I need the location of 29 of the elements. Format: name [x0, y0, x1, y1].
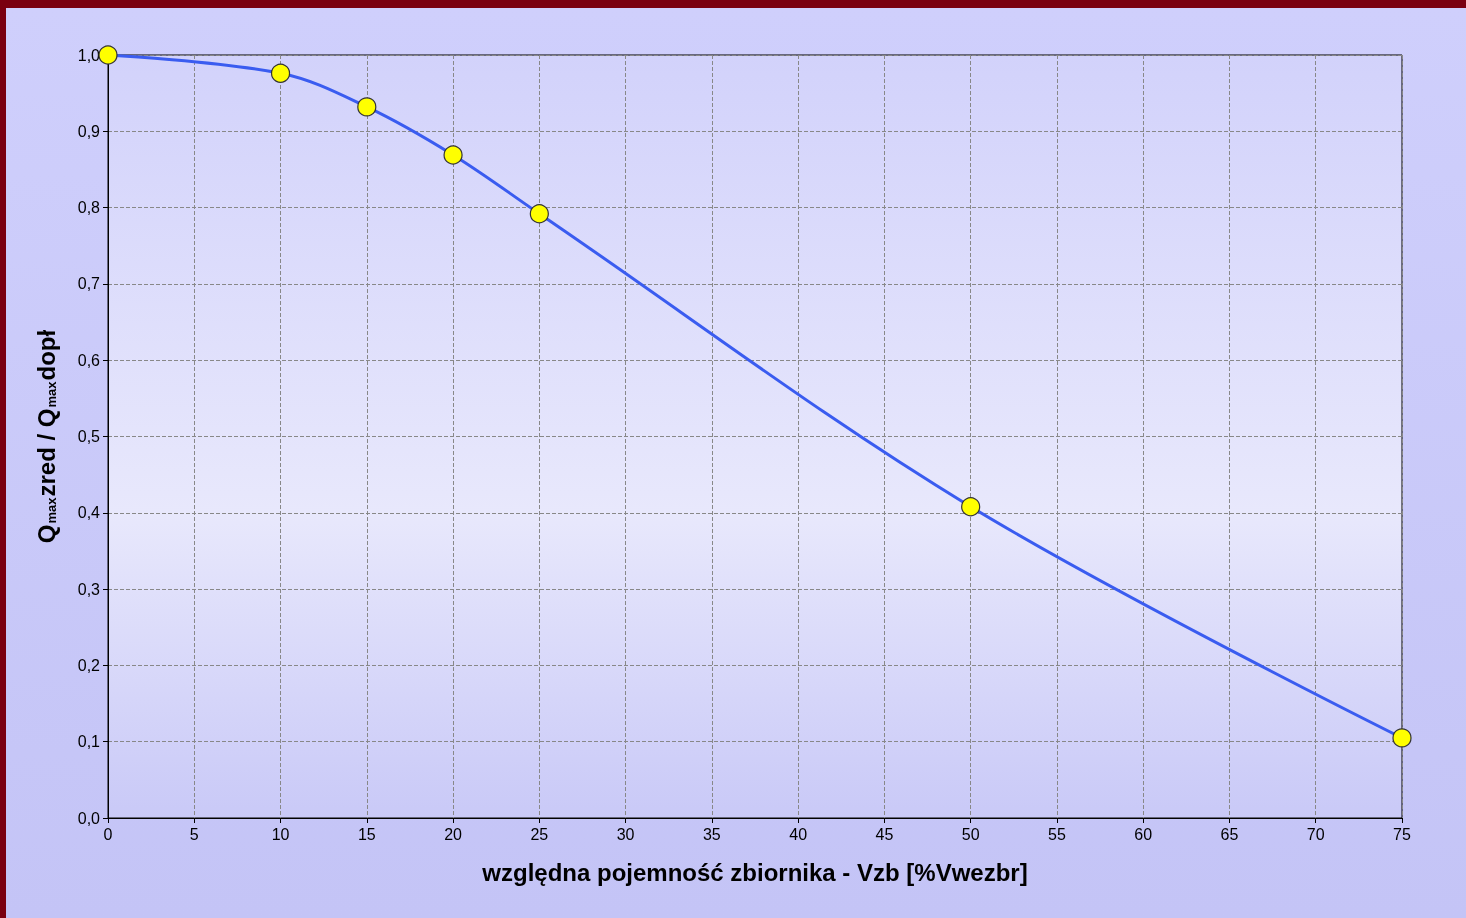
x-tick-label: 25	[530, 825, 549, 843]
x-tick-label: 0	[103, 825, 113, 843]
x-axis-title: względna pojemność zbiornika - Vzb [%Vwezbr]	[481, 858, 1028, 886]
x-tick-label: 15	[357, 825, 376, 843]
y-tick-label: 0,9	[77, 122, 101, 140]
y-tick-label: 0,2	[77, 656, 101, 674]
x-tick-label: 50	[961, 825, 980, 843]
x-tick-label: 70	[1306, 825, 1325, 843]
y-axis-title: Qmaxzred / Qmaxdopł	[32, 329, 60, 544]
x-tick-label: 40	[789, 825, 808, 843]
x-tick-label: 55	[1048, 825, 1066, 843]
y-tick-label: 0,4	[77, 504, 101, 522]
y-tick-label: 0,7	[77, 275, 101, 293]
x-tick-label: 20	[444, 825, 463, 843]
x-tick-label: 60	[1134, 825, 1153, 843]
y-tick-label: 0,0	[77, 809, 101, 827]
x-tick-label: 5	[189, 825, 199, 843]
y-tick-label: 0,8	[77, 199, 101, 217]
x-tick-label: 35	[702, 825, 721, 843]
y-tick-label: 0,6	[77, 351, 101, 369]
x-tick-label: 75	[1393, 825, 1411, 843]
y-tick-label: 0,3	[77, 580, 101, 598]
x-tick-label: 30	[616, 825, 635, 843]
y-tick-label: 1,0	[77, 46, 101, 64]
x-tick-label: 65	[1220, 825, 1239, 843]
x-tick-label: 10	[271, 825, 290, 843]
y-tick-label: 0,1	[77, 733, 101, 751]
x-tick-label: 45	[875, 825, 894, 843]
y-tick-label: 0,5	[77, 428, 101, 445]
